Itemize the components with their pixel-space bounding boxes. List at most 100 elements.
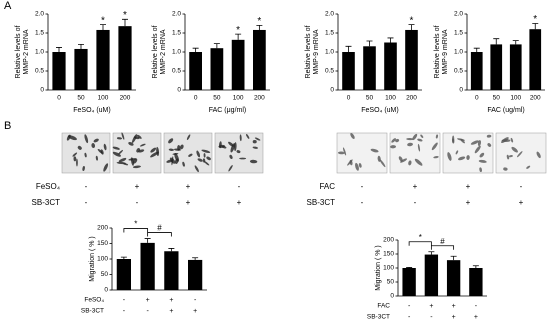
error-bar: [120, 256, 127, 259]
bar: [363, 46, 376, 90]
x-tick-label: 50: [366, 95, 374, 102]
cell: [204, 161, 210, 166]
bar: [402, 268, 416, 296]
cell: [194, 165, 199, 173]
cell: [73, 156, 77, 162]
cell: [511, 146, 518, 153]
y-tick-label: 1.5: [325, 30, 334, 37]
cell: [395, 138, 400, 143]
cell: [93, 138, 99, 143]
cell: [95, 155, 98, 161]
y-tick-label: 0: [104, 287, 108, 294]
error-bar: [192, 257, 199, 260]
treatment-sign: +: [474, 314, 478, 321]
cell: [447, 152, 452, 161]
x-axis-label: FAC (ug/ml): [487, 107, 524, 114]
y-tick-label: 100: [383, 265, 394, 272]
treatment-sign: +: [466, 198, 471, 207]
cell: [116, 137, 123, 140]
significance: *: [123, 10, 127, 21]
cell: [168, 148, 175, 151]
error-bar: [428, 251, 435, 255]
error-bar: [56, 47, 62, 52]
y-tick-label: 1.0: [35, 49, 44, 56]
y-tick-label: 0: [459, 87, 463, 94]
y-tick-label: 0: [390, 293, 394, 300]
cell: [252, 146, 259, 149]
bracket: [430, 245, 455, 250]
treatment-name: SB-3CT: [307, 198, 336, 207]
cell: [412, 133, 418, 141]
cell: [203, 153, 206, 158]
cell: [206, 156, 211, 161]
cell: [123, 163, 129, 166]
error-bar: [532, 23, 539, 30]
y-axis-label: MMP-2 mRNA: [23, 29, 30, 74]
cell: [398, 156, 403, 162]
bracket-label: *: [134, 220, 137, 229]
cell: [390, 145, 397, 149]
cell: [249, 159, 258, 164]
bracket: [123, 228, 149, 233]
significance: *: [101, 15, 105, 26]
treatment-name: FeSO₄: [84, 297, 104, 304]
cell: [246, 134, 250, 139]
y-tick-label: 0.5: [454, 68, 463, 75]
cell: [139, 143, 146, 147]
treatment-sign: +: [186, 182, 191, 191]
y-tick-label: 150: [97, 240, 108, 247]
cell: [186, 134, 191, 141]
treatment-sign: -: [85, 182, 88, 191]
treatment-sign: -: [430, 314, 433, 321]
cell: [508, 155, 513, 158]
cell: [408, 160, 412, 166]
cell: [510, 137, 514, 143]
cell: [431, 142, 438, 151]
x-tick-label: 0: [347, 95, 351, 102]
bar: [118, 26, 132, 90]
treatment-sign: -: [520, 182, 523, 191]
cell: [466, 155, 470, 160]
bar: [164, 251, 179, 290]
x-tick-label: 0: [194, 95, 198, 102]
treatment-sign: -: [85, 198, 88, 207]
y-tick-label: 1.0: [172, 49, 181, 56]
cell: [503, 167, 508, 171]
cell: [370, 148, 379, 153]
bar: [116, 259, 131, 290]
error-bar: [472, 265, 479, 268]
x-axis-label: FeSO₄ (uM): [361, 107, 398, 114]
y-tick-label: 200: [97, 225, 108, 232]
cell: [417, 143, 421, 152]
treatment-sign: -: [361, 182, 364, 191]
y-tick-label: 2.0: [35, 11, 44, 18]
y-axis-label: MMP-9 mRNA: [313, 29, 320, 74]
treatment-sign: +: [146, 297, 150, 304]
y-tick-label: 100: [97, 256, 108, 263]
cell: [501, 139, 511, 143]
y-tick-label: 1.0: [454, 49, 463, 56]
cell: [132, 165, 141, 169]
y-tick-label: 2.0: [172, 11, 181, 18]
cell: [174, 152, 180, 162]
treatment-sign: +: [169, 297, 173, 304]
cell: [516, 151, 523, 158]
treatment-sign: -: [475, 303, 478, 310]
error-bar: [450, 255, 457, 261]
treatment-sign: -: [146, 308, 149, 315]
x-tick-label: 50: [213, 95, 221, 102]
cell: [470, 140, 479, 145]
treatment-sign: -: [361, 198, 364, 207]
cell: [150, 151, 159, 158]
bar: [509, 44, 522, 90]
treatment-sign: +: [413, 182, 418, 191]
cell: [221, 145, 227, 149]
treatment-sign: -: [123, 297, 126, 304]
x-tick-label: 50: [77, 95, 85, 102]
bracket-label: #: [157, 224, 162, 233]
y-tick-label: 1.5: [172, 30, 181, 37]
cell: [407, 142, 413, 147]
cell: [103, 143, 107, 151]
y-tick-label: 2.0: [454, 11, 463, 18]
cell: [239, 157, 247, 160]
